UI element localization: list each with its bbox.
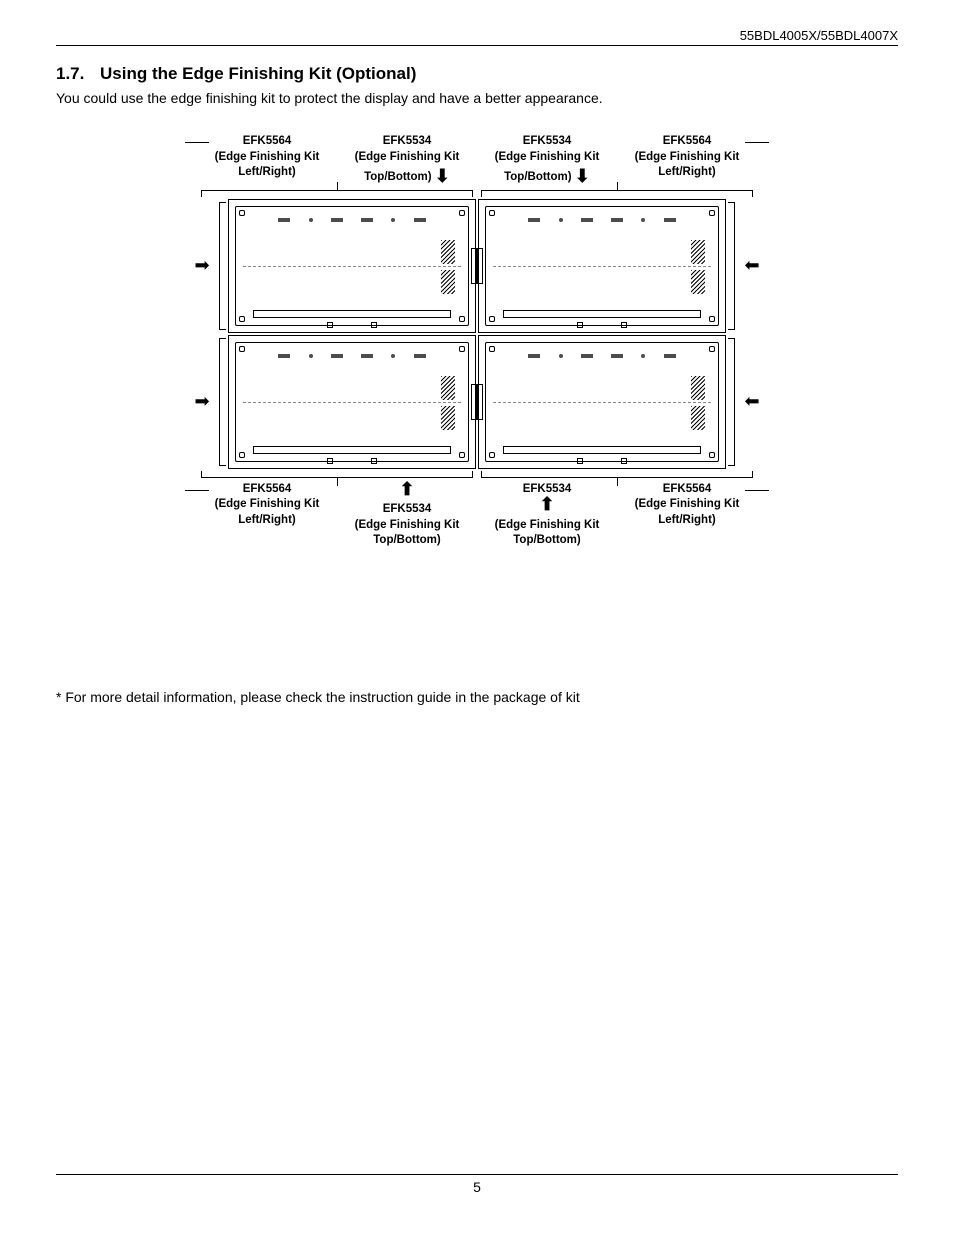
diagram: EFK5564 (Edge Finishing Kit Left/Right) … xyxy=(56,134,898,549)
label-top-3: EFK5564 (Edge Finishing Kit Left/Right) xyxy=(617,134,757,186)
label-desc: (Edge Finishing Kit xyxy=(617,150,757,166)
label-bottom-0: EFK5564 (Edge Finishing Kit Left/Right) xyxy=(197,482,337,549)
brace-right xyxy=(727,198,737,470)
display-panel xyxy=(478,199,726,333)
label-desc: (Edge Finishing Kit xyxy=(197,497,337,513)
brace-bottom xyxy=(197,470,757,482)
label-desc: Left/Right) xyxy=(197,165,337,181)
brace-top xyxy=(197,186,757,198)
arrow-right-icon xyxy=(194,391,209,412)
side-arrows-right xyxy=(737,198,767,470)
label-desc: EFK5534 xyxy=(337,482,477,518)
label-desc: Left/Right) xyxy=(197,513,337,529)
section-number: 1.7. xyxy=(56,64,100,84)
label-desc: (Edge Finishing Kit xyxy=(337,150,477,166)
side-arrows-left xyxy=(187,198,217,470)
label-desc: (Edge Finishing Kit xyxy=(477,518,617,534)
arrow-down-icon xyxy=(435,166,450,186)
label-model: EFK5534 xyxy=(477,134,617,150)
arrow-right-icon xyxy=(194,255,209,276)
label-model: EFK5534 xyxy=(337,134,477,150)
arrow-down-icon xyxy=(575,166,590,186)
section-intro: You could use the edge finishing kit to … xyxy=(56,90,898,106)
label-top-1: EFK5534 (Edge Finishing Kit Top/Bottom) xyxy=(337,134,477,186)
label-desc: Top/Bottom) xyxy=(337,165,477,186)
label-desc: Top/Bottom) xyxy=(477,533,617,549)
label-desc: EFK5534 xyxy=(477,482,617,518)
arrow-up-icon xyxy=(399,479,414,499)
label-top-0: EFK5564 (Edge Finishing Kit Left/Right) xyxy=(197,134,337,186)
label-bottom-2: EFK5534 (Edge Finishing Kit Top/Bottom) xyxy=(477,482,617,549)
arrow-left-icon xyxy=(744,255,759,276)
display-panel xyxy=(478,335,726,469)
display-panel xyxy=(228,335,476,469)
panel-grid xyxy=(227,198,727,470)
label-desc: Left/Right) xyxy=(617,513,757,529)
label-desc: Top/Bottom) xyxy=(337,533,477,549)
page-number: 5 xyxy=(473,1179,481,1195)
label-model: EFK5564 xyxy=(617,482,757,498)
label-desc: (Edge Finishing Kit xyxy=(337,518,477,534)
footnote: * For more detail information, please ch… xyxy=(56,689,898,705)
grid-area xyxy=(187,198,767,470)
label-desc: (Edge Finishing Kit xyxy=(617,497,757,513)
label-bottom-3: EFK5564 (Edge Finishing Kit Left/Right) xyxy=(617,482,757,549)
label-model: EFK5564 xyxy=(617,134,757,150)
label-top-2: EFK5534 (Edge Finishing Kit Top/Bottom) xyxy=(477,134,617,186)
section-title: 1.7.Using the Edge Finishing Kit (Option… xyxy=(56,64,898,84)
label-model: EFK5564 xyxy=(197,134,337,150)
header-model: 55BDL4005X/55BDL4007X xyxy=(56,28,898,46)
label-model: EFK5564 xyxy=(197,482,337,498)
display-panel xyxy=(228,199,476,333)
arrow-left-icon xyxy=(744,391,759,412)
label-desc: (Edge Finishing Kit xyxy=(477,150,617,166)
labels-top: EFK5564 (Edge Finishing Kit Left/Right) … xyxy=(197,134,757,186)
label-desc: (Edge Finishing Kit xyxy=(197,150,337,166)
label-desc: Top/Bottom) xyxy=(477,165,617,186)
page-footer: 5 xyxy=(56,1174,898,1195)
label-bottom-1: EFK5534 (Edge Finishing Kit Top/Bottom) xyxy=(337,482,477,549)
arrow-up-icon xyxy=(539,494,554,514)
section-heading: Using the Edge Finishing Kit (Optional) xyxy=(100,64,416,83)
brace-left xyxy=(217,198,227,470)
label-desc: Left/Right) xyxy=(617,165,757,181)
labels-bottom: EFK5564 (Edge Finishing Kit Left/Right) … xyxy=(197,482,757,549)
